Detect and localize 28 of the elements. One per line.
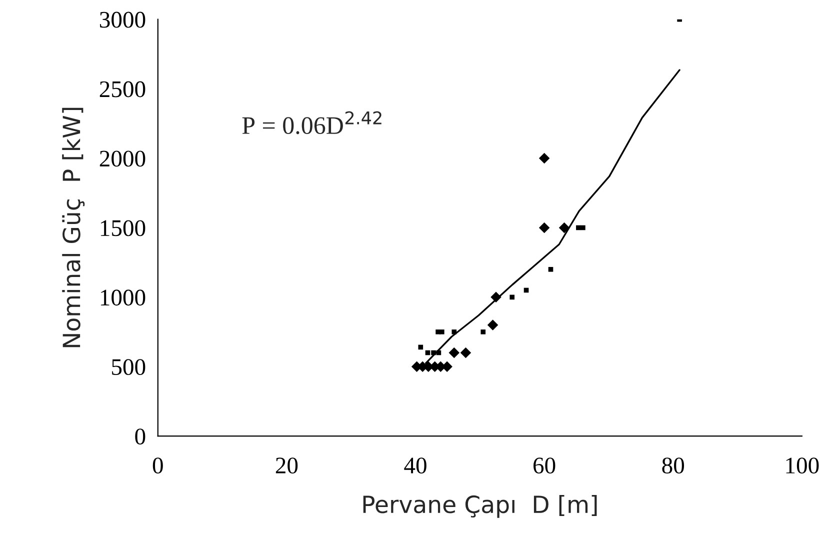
point: [548, 266, 554, 272]
point: [440, 329, 444, 334]
y-tick-label: 1000: [100, 290, 146, 306]
point: [460, 347, 472, 358]
point: [480, 329, 486, 334]
point: [510, 294, 515, 300]
point: [487, 320, 498, 330]
point: [538, 222, 550, 234]
point: [418, 344, 424, 350]
x-tick-label: 20: [276, 458, 298, 474]
x-tick-label: 0: [152, 458, 163, 474]
y-tick-label: 3000: [100, 12, 146, 28]
x-tick-label: 80: [662, 458, 684, 474]
point: [538, 152, 550, 164]
annotation: P = 0.06D$^{2.42}$: [242, 111, 382, 134]
x-tick-label: 40: [404, 458, 426, 474]
y-tick-label: 0: [135, 428, 146, 445]
y-tick-label: 2000: [100, 150, 146, 167]
x-axis-title: Pervane Çapı D [m]: [363, 494, 597, 518]
x-tick-label: 60: [534, 458, 556, 474]
point: [580, 225, 586, 230]
y-tick-label: 2500: [100, 81, 146, 98]
y-tick-label: 1500: [100, 220, 146, 236]
x-tick-label: 100: [786, 458, 819, 474]
y-tick-label: 500: [112, 359, 146, 376]
point: [558, 222, 570, 234]
y-axis-title: Nominal Güç P [kW]: [62, 108, 85, 348]
point: [448, 347, 460, 358]
